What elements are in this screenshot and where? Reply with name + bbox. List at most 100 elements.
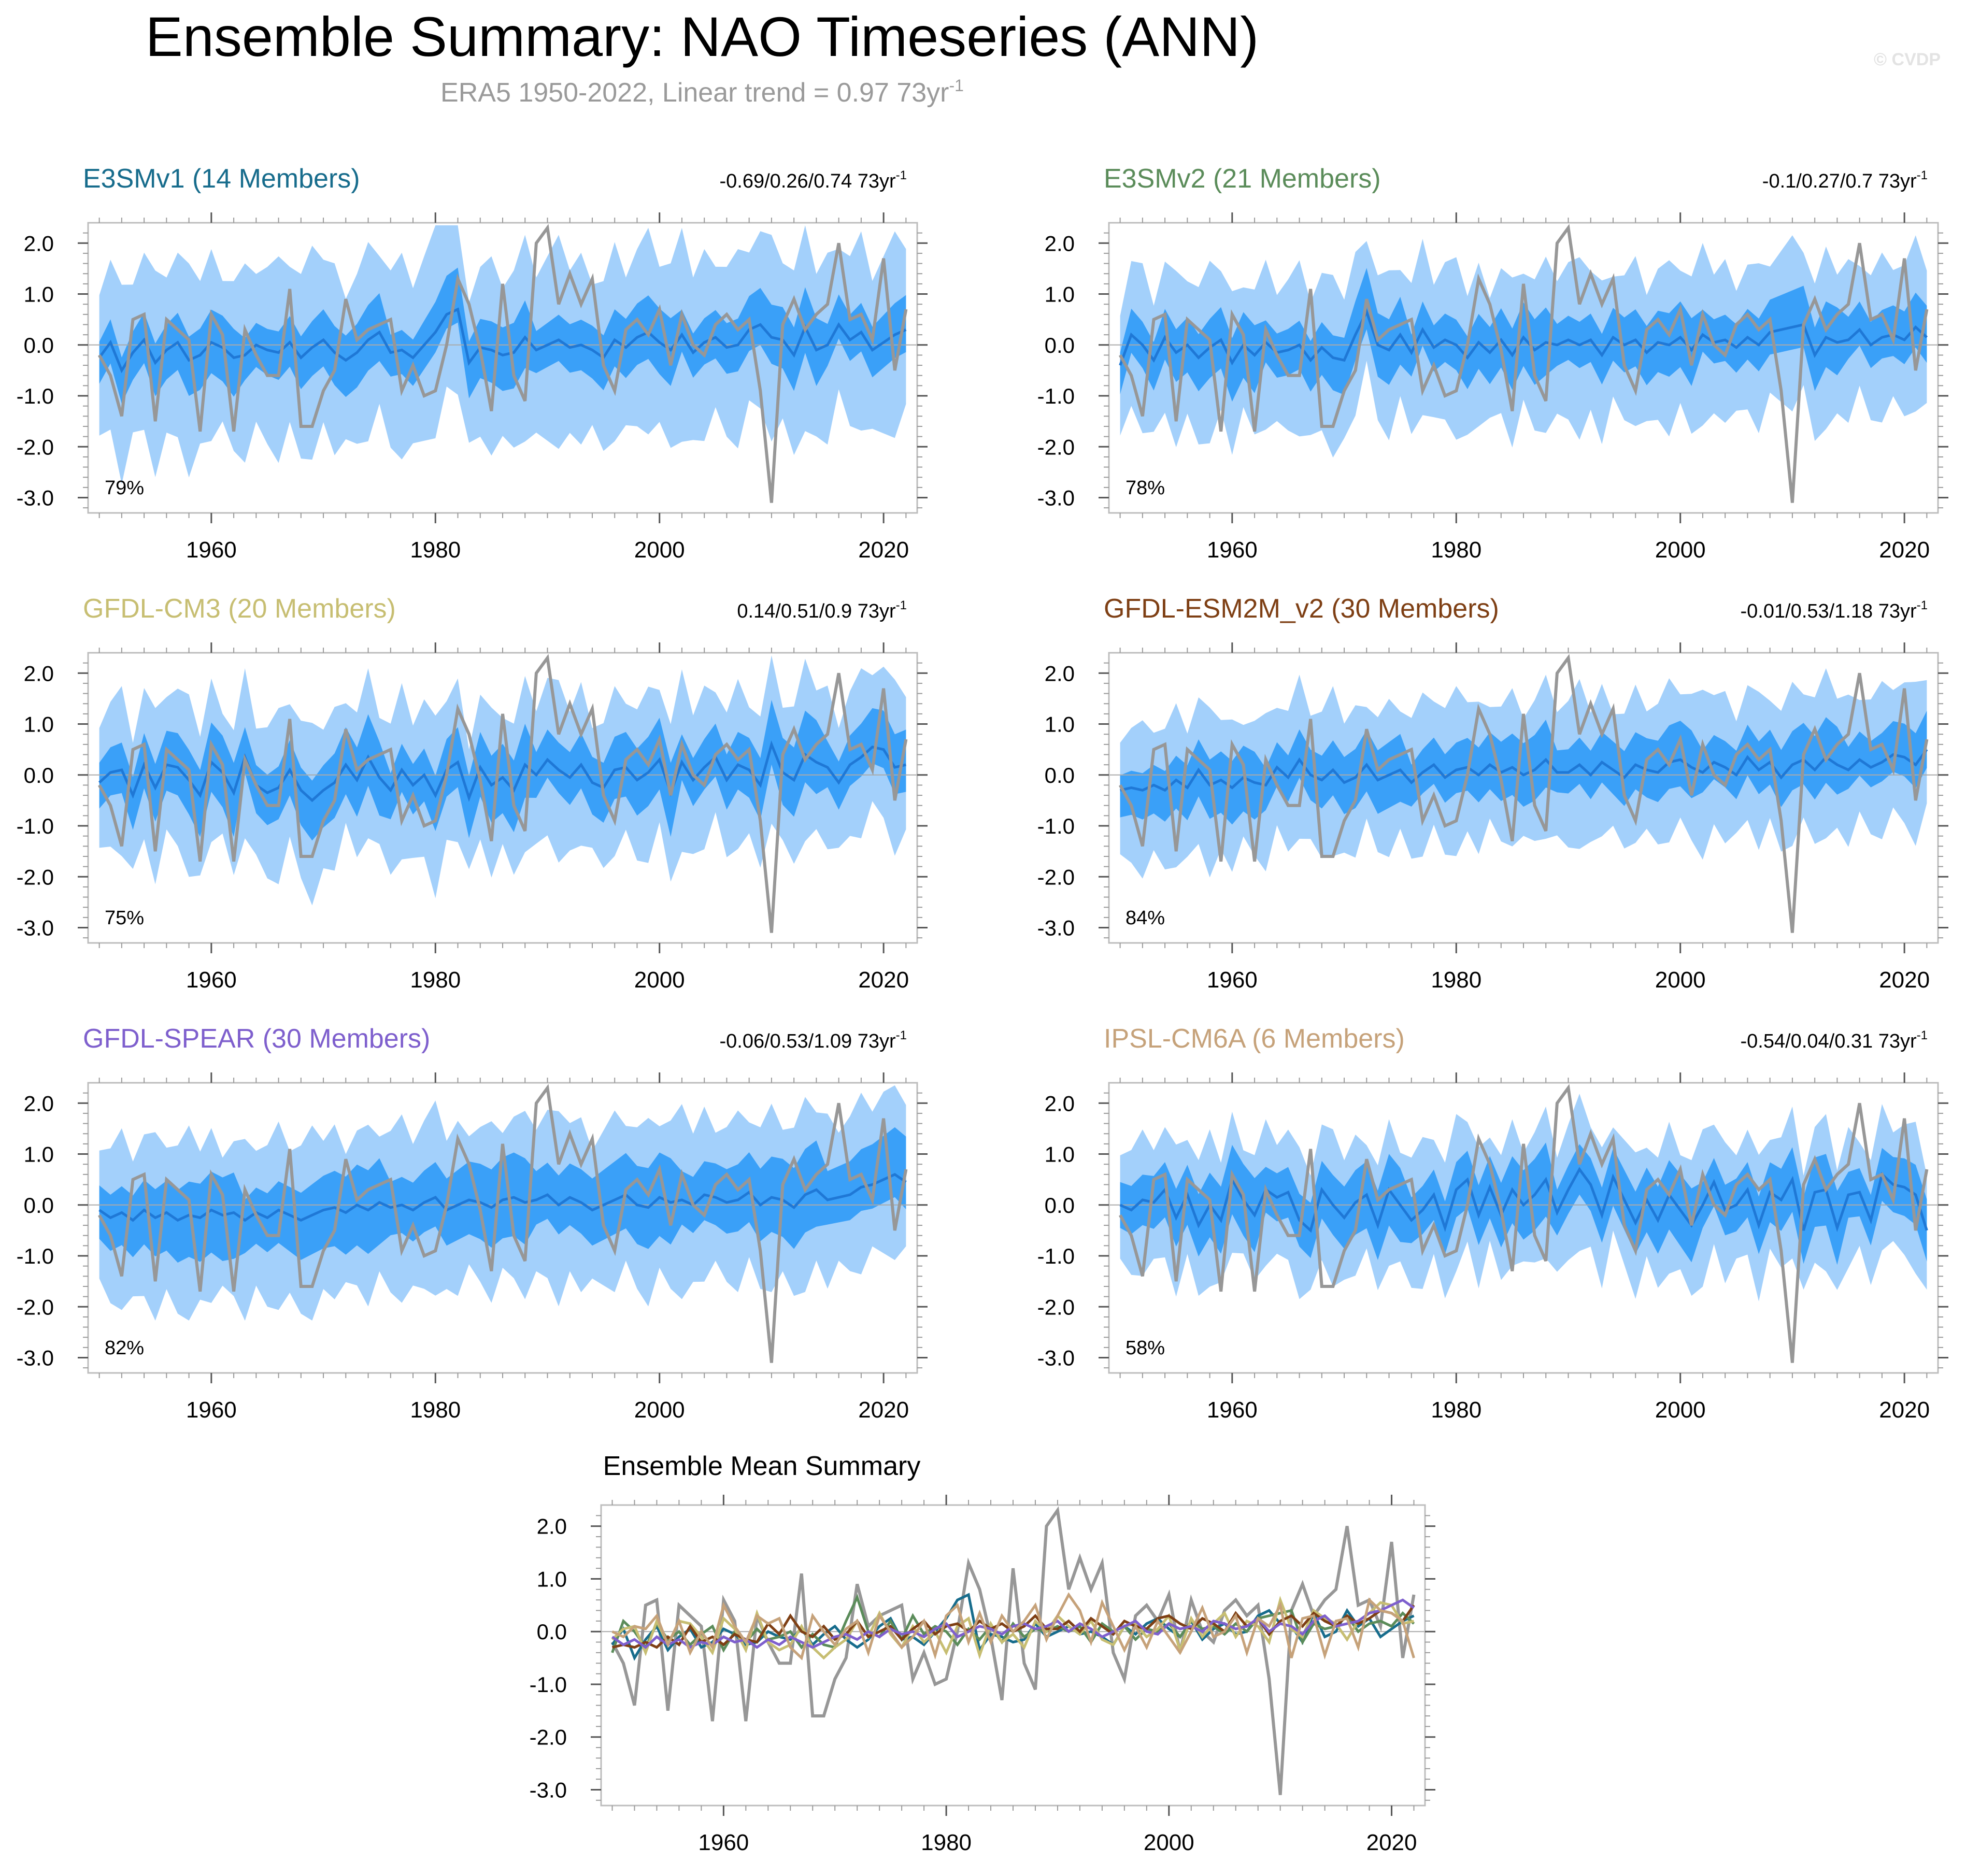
panel-x-tick-label: 1980 bbox=[410, 1397, 461, 1423]
panel-gfdl-cm3: GFDL-CM3 (20 Members) 0.14/0.51/0.9 73yr-… bbox=[17, 594, 928, 993]
panel-title: IPSL-CM6A (6 Members) bbox=[1104, 1024, 1405, 1054]
ensemble-mean-line bbox=[98, 1172, 907, 1222]
panel-x-tick-label: 2000 bbox=[1655, 967, 1706, 993]
panel-x-tick-label: 2020 bbox=[858, 1397, 909, 1423]
ensemble-mean-line bbox=[98, 307, 907, 374]
summary-x-tick-label: 1980 bbox=[921, 1830, 972, 1855]
panel-x-tick-label: 1980 bbox=[410, 967, 461, 993]
panel-y-tick-label: 1.0 bbox=[1045, 1142, 1075, 1167]
panel-y-tick-label: -1.0 bbox=[17, 814, 54, 838]
panel-x-tick-label: 2000 bbox=[634, 1397, 685, 1423]
panel-y-tick-label: -2.0 bbox=[1037, 1295, 1075, 1319]
panel-grid: E3SMv1 (14 Members) -0.69/0.26/0.74 73yr-… bbox=[17, 164, 1948, 1423]
panel-y-tick-label: 2.0 bbox=[1045, 1091, 1075, 1115]
panel-y-tick-label: -3.0 bbox=[1037, 1346, 1075, 1370]
panel-percent-label: 79% bbox=[105, 477, 144, 499]
panel-trend-label: 0.14/0.51/0.9 73yr-1 bbox=[737, 598, 907, 622]
panel-trend-sup: -1 bbox=[1917, 598, 1928, 612]
panel-y-tick-label: -1.0 bbox=[1037, 384, 1075, 408]
panel-percent-label: 84% bbox=[1126, 907, 1165, 929]
panel-x-tick-label: 2000 bbox=[1655, 537, 1706, 563]
panel-percent-label: 78% bbox=[1126, 477, 1165, 499]
panel-trend-sup: -1 bbox=[896, 168, 907, 182]
panel-y-tick-label: 1.0 bbox=[1045, 282, 1075, 307]
panel-trend-text: -0.54/0.04/0.31 73yr bbox=[1741, 1030, 1917, 1052]
panel-x-tick-label: 1980 bbox=[410, 537, 461, 563]
panel-y-tick-label: 0.0 bbox=[24, 1193, 54, 1218]
panel-e3smv2: E3SMv2 (21 Members) -0.1/0.27/0.7 73yr-1 1… bbox=[1037, 164, 1948, 563]
panel-x-tick-label: 1960 bbox=[186, 537, 237, 563]
panel-x-tick-label: 1960 bbox=[186, 1397, 237, 1423]
panel-y-tick-label: 2.0 bbox=[24, 1091, 54, 1115]
panel-x-tick-label: 2020 bbox=[858, 967, 909, 993]
panel-percent-label: 58% bbox=[1126, 1337, 1165, 1359]
panel-y-tick-label: 0.0 bbox=[24, 333, 54, 357]
summary-x-tick-label: 1960 bbox=[698, 1830, 749, 1855]
panel-percent-label: 82% bbox=[105, 1337, 144, 1359]
panel-y-tick-label: 2.0 bbox=[1045, 661, 1075, 685]
panel-y-tick-label: -3.0 bbox=[17, 486, 54, 510]
panel-y-tick-label: -1.0 bbox=[17, 1244, 54, 1268]
panel-y-tick-label: 2.0 bbox=[24, 661, 54, 685]
panel-trend-sup: -1 bbox=[1917, 1028, 1928, 1042]
panel-trend-sup: -1 bbox=[1917, 168, 1928, 182]
summary-line-gfdl-cm3 bbox=[611, 1596, 1415, 1660]
panel-y-tick-label: -1.0 bbox=[17, 384, 54, 408]
panel-y-tick-label: -3.0 bbox=[17, 916, 54, 940]
panel-x-tick-label: 1960 bbox=[1207, 537, 1258, 563]
panel-trend-label: -0.54/0.04/0.31 73yr-1 bbox=[1741, 1028, 1928, 1052]
panel-x-tick-label: 1980 bbox=[1431, 537, 1481, 563]
panel-trend-label: -0.06/0.53/1.09 73yr-1 bbox=[720, 1028, 907, 1052]
panel-title: GFDL-ESM2M_v2 (30 Members) bbox=[1104, 594, 1499, 624]
panel-title: GFDL-CM3 (20 Members) bbox=[83, 594, 396, 624]
panel-y-tick-label: 1.0 bbox=[24, 1142, 54, 1167]
summary-y-tick-label: 2.0 bbox=[537, 1514, 567, 1539]
panel-trend-text: -0.01/0.53/1.18 73yr bbox=[1741, 600, 1917, 622]
figure-subtitle-sup: -1 bbox=[949, 76, 964, 95]
observed-line bbox=[1118, 1084, 1929, 1363]
panel-x-tick-label: 2020 bbox=[858, 537, 909, 563]
panel-y-tick-label: -2.0 bbox=[1037, 865, 1075, 889]
panel-y-tick-label: -2.0 bbox=[17, 1295, 54, 1319]
figure-subtitle-text: ERA5 1950-2022, Linear trend = 0.97 73yr bbox=[440, 78, 949, 108]
panel-x-tick-label: 2000 bbox=[634, 537, 685, 563]
panel-gfdl-spear: GFDL-SPEAR (30 Members) -0.06/0.53/1.09 7… bbox=[17, 1024, 928, 1423]
panel-x-tick-label: 1960 bbox=[1207, 1397, 1258, 1423]
panel-trend-text: -0.06/0.53/1.09 73yr bbox=[720, 1030, 896, 1052]
figure-title: Ensemble Summary: NAO Timeseries (ANN) bbox=[146, 5, 1259, 68]
panel-y-tick-label: 1.0 bbox=[24, 282, 54, 307]
panel-x-tick-label: 1960 bbox=[186, 967, 237, 993]
panel-y-tick-label: 0.0 bbox=[24, 763, 54, 787]
panel-trend-text: -0.69/0.26/0.74 73yr bbox=[720, 170, 896, 192]
panel-gfdl-esm2m_v2: GFDL-ESM2M_v2 (30 Members) -0.01/0.53/1.1… bbox=[1037, 594, 1948, 993]
panel-y-tick-label: -3.0 bbox=[1037, 486, 1075, 510]
panel-y-tick-label: 0.0 bbox=[1045, 1193, 1075, 1218]
panel-x-tick-label: 1960 bbox=[1207, 967, 1258, 993]
inner-spread-band bbox=[99, 1127, 906, 1263]
panel-y-tick-label: -2.0 bbox=[17, 435, 54, 459]
panel-y-tick-label: -2.0 bbox=[17, 865, 54, 889]
panel-y-tick-label: -2.0 bbox=[1037, 435, 1075, 459]
figure-subtitle: ERA5 1950-2022, Linear trend = 0.97 73yr… bbox=[440, 76, 964, 108]
panel-y-tick-label: 0.0 bbox=[1045, 333, 1075, 357]
summary-y-tick-label: -1.0 bbox=[530, 1672, 567, 1697]
summary-frame bbox=[600, 1504, 1426, 1807]
ensemble-mean-line bbox=[1119, 1167, 1928, 1233]
panel-y-tick-label: 1.0 bbox=[24, 712, 54, 737]
summary-title: Ensemble Mean Summary bbox=[603, 1451, 921, 1481]
observed-line bbox=[1118, 224, 1929, 503]
summary-y-tick-label: -2.0 bbox=[530, 1725, 567, 1750]
panel-x-tick-label: 1980 bbox=[1431, 1397, 1481, 1423]
panel-y-tick-label: -3.0 bbox=[17, 1346, 54, 1370]
panel-title: E3SMv1 (14 Members) bbox=[83, 164, 360, 194]
inner-spread-band bbox=[1120, 710, 1927, 825]
panel-percent-label: 75% bbox=[105, 907, 144, 929]
observed-line bbox=[97, 224, 908, 503]
panel-y-tick-label: -3.0 bbox=[1037, 916, 1075, 940]
cvdp-watermark: © CVDP bbox=[1874, 50, 1941, 69]
panel-ipsl-cm6a: IPSL-CM6A (6 Members) -0.54/0.04/0.31 73y… bbox=[1037, 1024, 1948, 1423]
summary-line-ipsl-cm6a bbox=[611, 1592, 1415, 1660]
panel-y-tick-label: 1.0 bbox=[1045, 712, 1075, 737]
panel-y-tick-label: 0.0 bbox=[1045, 763, 1075, 787]
